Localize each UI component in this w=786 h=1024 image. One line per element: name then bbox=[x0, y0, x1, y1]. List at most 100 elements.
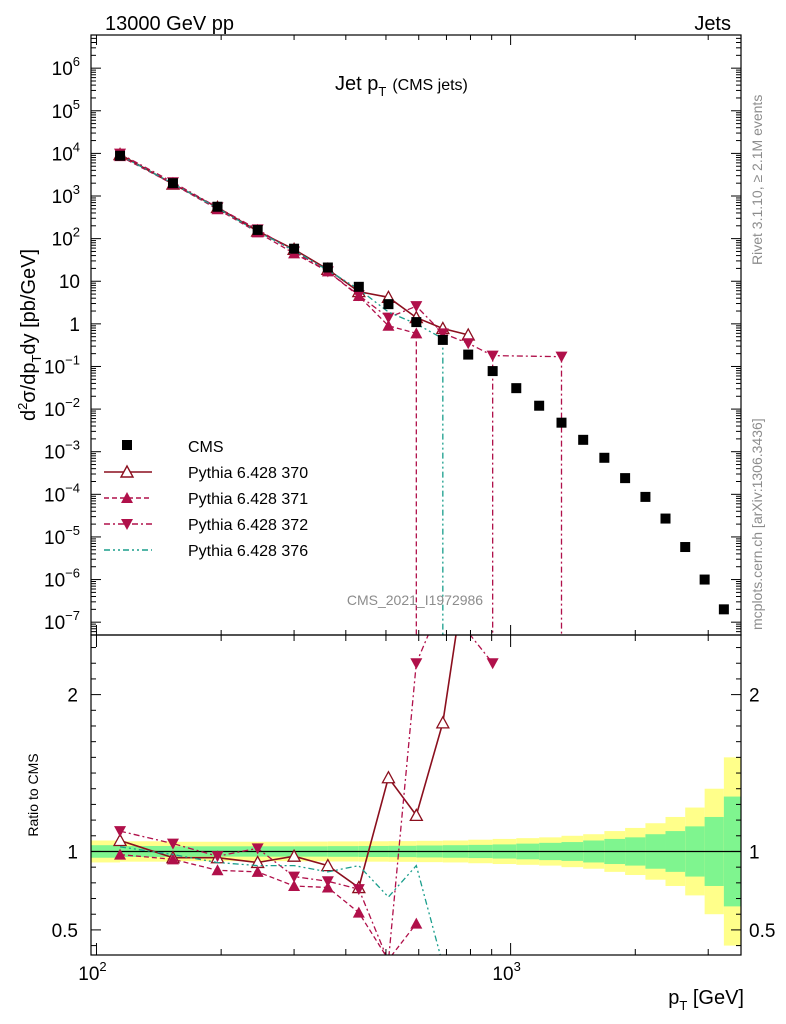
y-axis-label-a: d bbox=[18, 410, 40, 421]
x-tick-label-base: 10 bbox=[492, 964, 513, 985]
ratio-line-372 bbox=[119, 635, 494, 955]
data-point-cms bbox=[289, 243, 300, 254]
data-point-cms bbox=[511, 383, 522, 394]
legend-marker-370 bbox=[119, 464, 135, 478]
data-point-cms bbox=[620, 473, 631, 484]
y-tick-label-exp: −5 bbox=[65, 523, 80, 538]
rivet-label: Rivet 3.1.10, ≥ 2.1M events bbox=[749, 95, 765, 265]
y-tick-label: 10 bbox=[59, 272, 80, 293]
series-line-2 bbox=[119, 155, 417, 334]
data-point-cms bbox=[699, 574, 710, 585]
data-point-372 bbox=[462, 338, 475, 350]
ratio-point-370 bbox=[435, 715, 450, 729]
mcplots-label: mcplots.cern.ch [arXiv:1306.3436] bbox=[749, 418, 765, 630]
legend-marker-cms bbox=[122, 440, 132, 450]
y-tick-label-base: 1 bbox=[69, 315, 80, 336]
chart-title-sub: T bbox=[378, 84, 386, 99]
chart-title-paren: (CMS jets) bbox=[392, 77, 468, 94]
ratio-y-tick-label: 0.5 bbox=[52, 921, 78, 942]
y-tick-label-exp: −7 bbox=[65, 608, 80, 623]
ratio-point-372 bbox=[166, 838, 179, 850]
ratio-plot-ticks bbox=[91, 635, 741, 955]
legend-label-371: Pythia 6.428 371 bbox=[188, 491, 308, 508]
ratio-point-371 bbox=[352, 906, 365, 918]
y-tick-label-exp: 5 bbox=[73, 97, 80, 112]
legend-label-376: Pythia 6.428 376 bbox=[188, 543, 308, 560]
y-axis-label-b: σ/dp bbox=[18, 363, 40, 403]
y-tick-label-exp: 3 bbox=[73, 182, 80, 197]
y-tick-label: 10−5 bbox=[44, 523, 80, 549]
ratio-point-372 bbox=[211, 851, 224, 863]
data-point-cms bbox=[599, 452, 610, 463]
ratio-y-tick-label-right: 2 bbox=[749, 686, 760, 707]
y-axis-label-sup: 2 bbox=[15, 403, 30, 410]
x-tick-label-exp: 3 bbox=[514, 959, 521, 974]
ratio-y-tick-label-right: 1 bbox=[749, 842, 760, 863]
y-tick-label-base: 10 bbox=[44, 528, 65, 549]
y-tick-label-exp: −4 bbox=[65, 480, 80, 495]
ratio-line-376 bbox=[119, 846, 441, 955]
y-tick-label-exp: −1 bbox=[65, 352, 80, 367]
legend-label-372: Pythia 6.428 372 bbox=[188, 517, 308, 534]
header-left: 13000 GeV pp bbox=[105, 13, 234, 35]
analysis-watermark: CMS_2021_I1972986 bbox=[347, 592, 483, 608]
y-tick-label-base: 10 bbox=[52, 230, 73, 251]
ratio-point-370 bbox=[320, 858, 335, 872]
y-tick-label-base: 10 bbox=[52, 102, 73, 123]
y-axis-label-c: dy [pb/GeV] bbox=[18, 249, 40, 355]
legend-marker-371 bbox=[121, 492, 133, 503]
y-tick-label-exp: 4 bbox=[73, 139, 80, 154]
x-tick-label: 102 bbox=[78, 959, 106, 985]
x-tick-label: 103 bbox=[492, 959, 520, 985]
y-axis-label-sub: T bbox=[29, 355, 44, 363]
y-tick-label-base: 10 bbox=[44, 400, 65, 421]
y-tick-label: 10−1 bbox=[44, 352, 80, 378]
ratio-point-372 bbox=[410, 658, 423, 670]
data-point-cms bbox=[383, 299, 394, 310]
data-point-cms bbox=[353, 281, 364, 292]
data-point-cms bbox=[437, 334, 448, 345]
ratio-point-372 bbox=[352, 884, 365, 896]
ratio-point-372 bbox=[114, 826, 127, 838]
y-tick-label: 10−6 bbox=[44, 566, 80, 592]
x-axis-label-sub: T bbox=[679, 998, 687, 1013]
data-point-cms bbox=[640, 491, 651, 502]
legend-entry-370: Pythia 6.428 370 bbox=[104, 464, 308, 482]
data-point-cms bbox=[534, 400, 545, 411]
main-plot: 10610510410310210110−110−210−310−410−510… bbox=[15, 34, 742, 636]
y-tick-label-base: 10 bbox=[44, 443, 65, 464]
legend: CMS Pythia 6.428 370 Pythia 6.428 371 Py… bbox=[104, 439, 308, 560]
legend-label-370: Pythia 6.428 370 bbox=[188, 465, 308, 482]
y-tick-label-base: 10 bbox=[44, 485, 65, 506]
ratio-point-371 bbox=[211, 864, 224, 876]
ratio-point-370 bbox=[286, 848, 302, 862]
data-point-cms bbox=[463, 349, 474, 360]
y-tick-label: 10−7 bbox=[44, 608, 80, 634]
data-point-cms bbox=[167, 178, 178, 189]
ratio-y-label: Ratio to CMS bbox=[25, 753, 41, 836]
ratio-point-371 bbox=[410, 917, 423, 929]
data-point-371 bbox=[382, 319, 395, 331]
chart-title: Jet pT (CMS jets) bbox=[335, 73, 468, 99]
legend-marker-372 bbox=[121, 519, 133, 530]
main-plot-tick-labels: 10610510410310210110−110−210−310−410−510… bbox=[44, 54, 80, 634]
ratio-y-tick-label: 1 bbox=[67, 842, 78, 863]
chart-title-main: Jet p bbox=[335, 73, 378, 95]
y-tick-label-exp: 6 bbox=[73, 54, 80, 69]
x-tick-label-base: 10 bbox=[78, 964, 99, 985]
ratio-point-372 bbox=[251, 843, 264, 855]
ratio-point-371 bbox=[288, 879, 301, 891]
ratio-point-371 bbox=[166, 853, 179, 865]
y-tick-label: 10−2 bbox=[44, 395, 80, 421]
y-tick-label: 102 bbox=[52, 225, 80, 251]
y-tick-label: 103 bbox=[52, 182, 80, 208]
y-tick-label: 1 bbox=[69, 315, 80, 336]
series-line-4 bbox=[119, 154, 444, 340]
y-tick-label: 104 bbox=[52, 139, 80, 165]
y-tick-label: 105 bbox=[52, 97, 80, 123]
ratio-y-tick-label: 2 bbox=[67, 686, 78, 707]
x-axis-label: pT [GeV] bbox=[668, 987, 744, 1013]
x-axis-label-b: [GeV] bbox=[687, 987, 744, 1009]
